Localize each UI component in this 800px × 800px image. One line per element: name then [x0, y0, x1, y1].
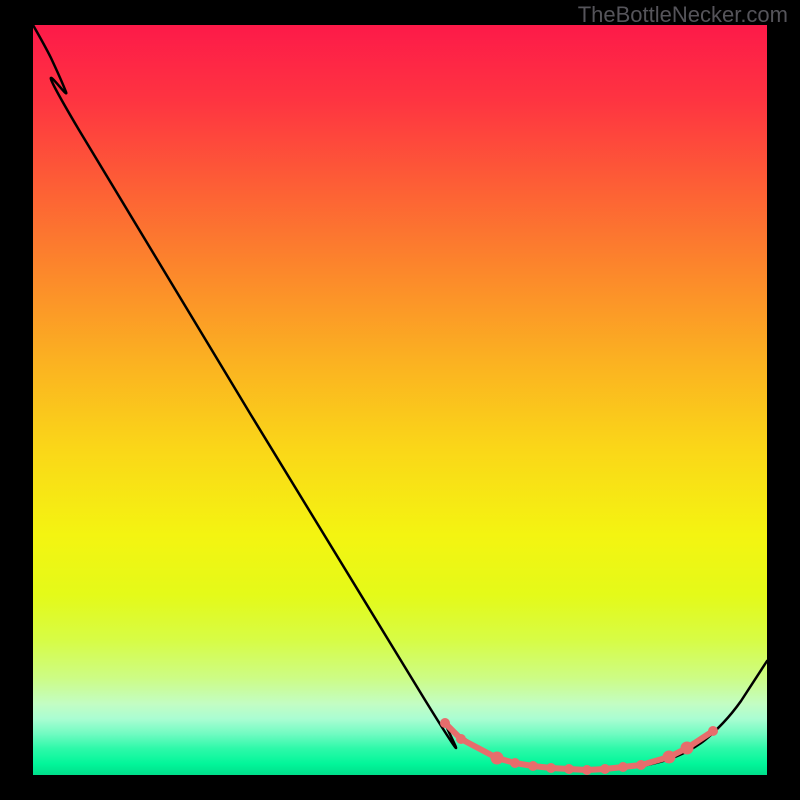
chart-svg: [0, 0, 800, 800]
marker-dot: [681, 742, 694, 755]
marker-dot: [618, 762, 628, 772]
gradient-background: [33, 25, 767, 775]
marker-dot: [491, 752, 504, 765]
marker-dot: [636, 760, 646, 770]
chart-container: TheBottleNecker.com: [0, 0, 800, 800]
marker-dot: [564, 764, 574, 774]
attribution-text: TheBottleNecker.com: [578, 2, 788, 28]
marker-dot: [546, 763, 556, 773]
marker-dot: [708, 726, 718, 736]
marker-dot: [600, 764, 610, 774]
marker-dot: [456, 734, 466, 744]
marker-dot: [528, 761, 538, 771]
marker-dot: [663, 751, 676, 764]
marker-dot: [582, 765, 592, 775]
marker-dot: [440, 718, 450, 728]
marker-dot: [510, 758, 520, 768]
